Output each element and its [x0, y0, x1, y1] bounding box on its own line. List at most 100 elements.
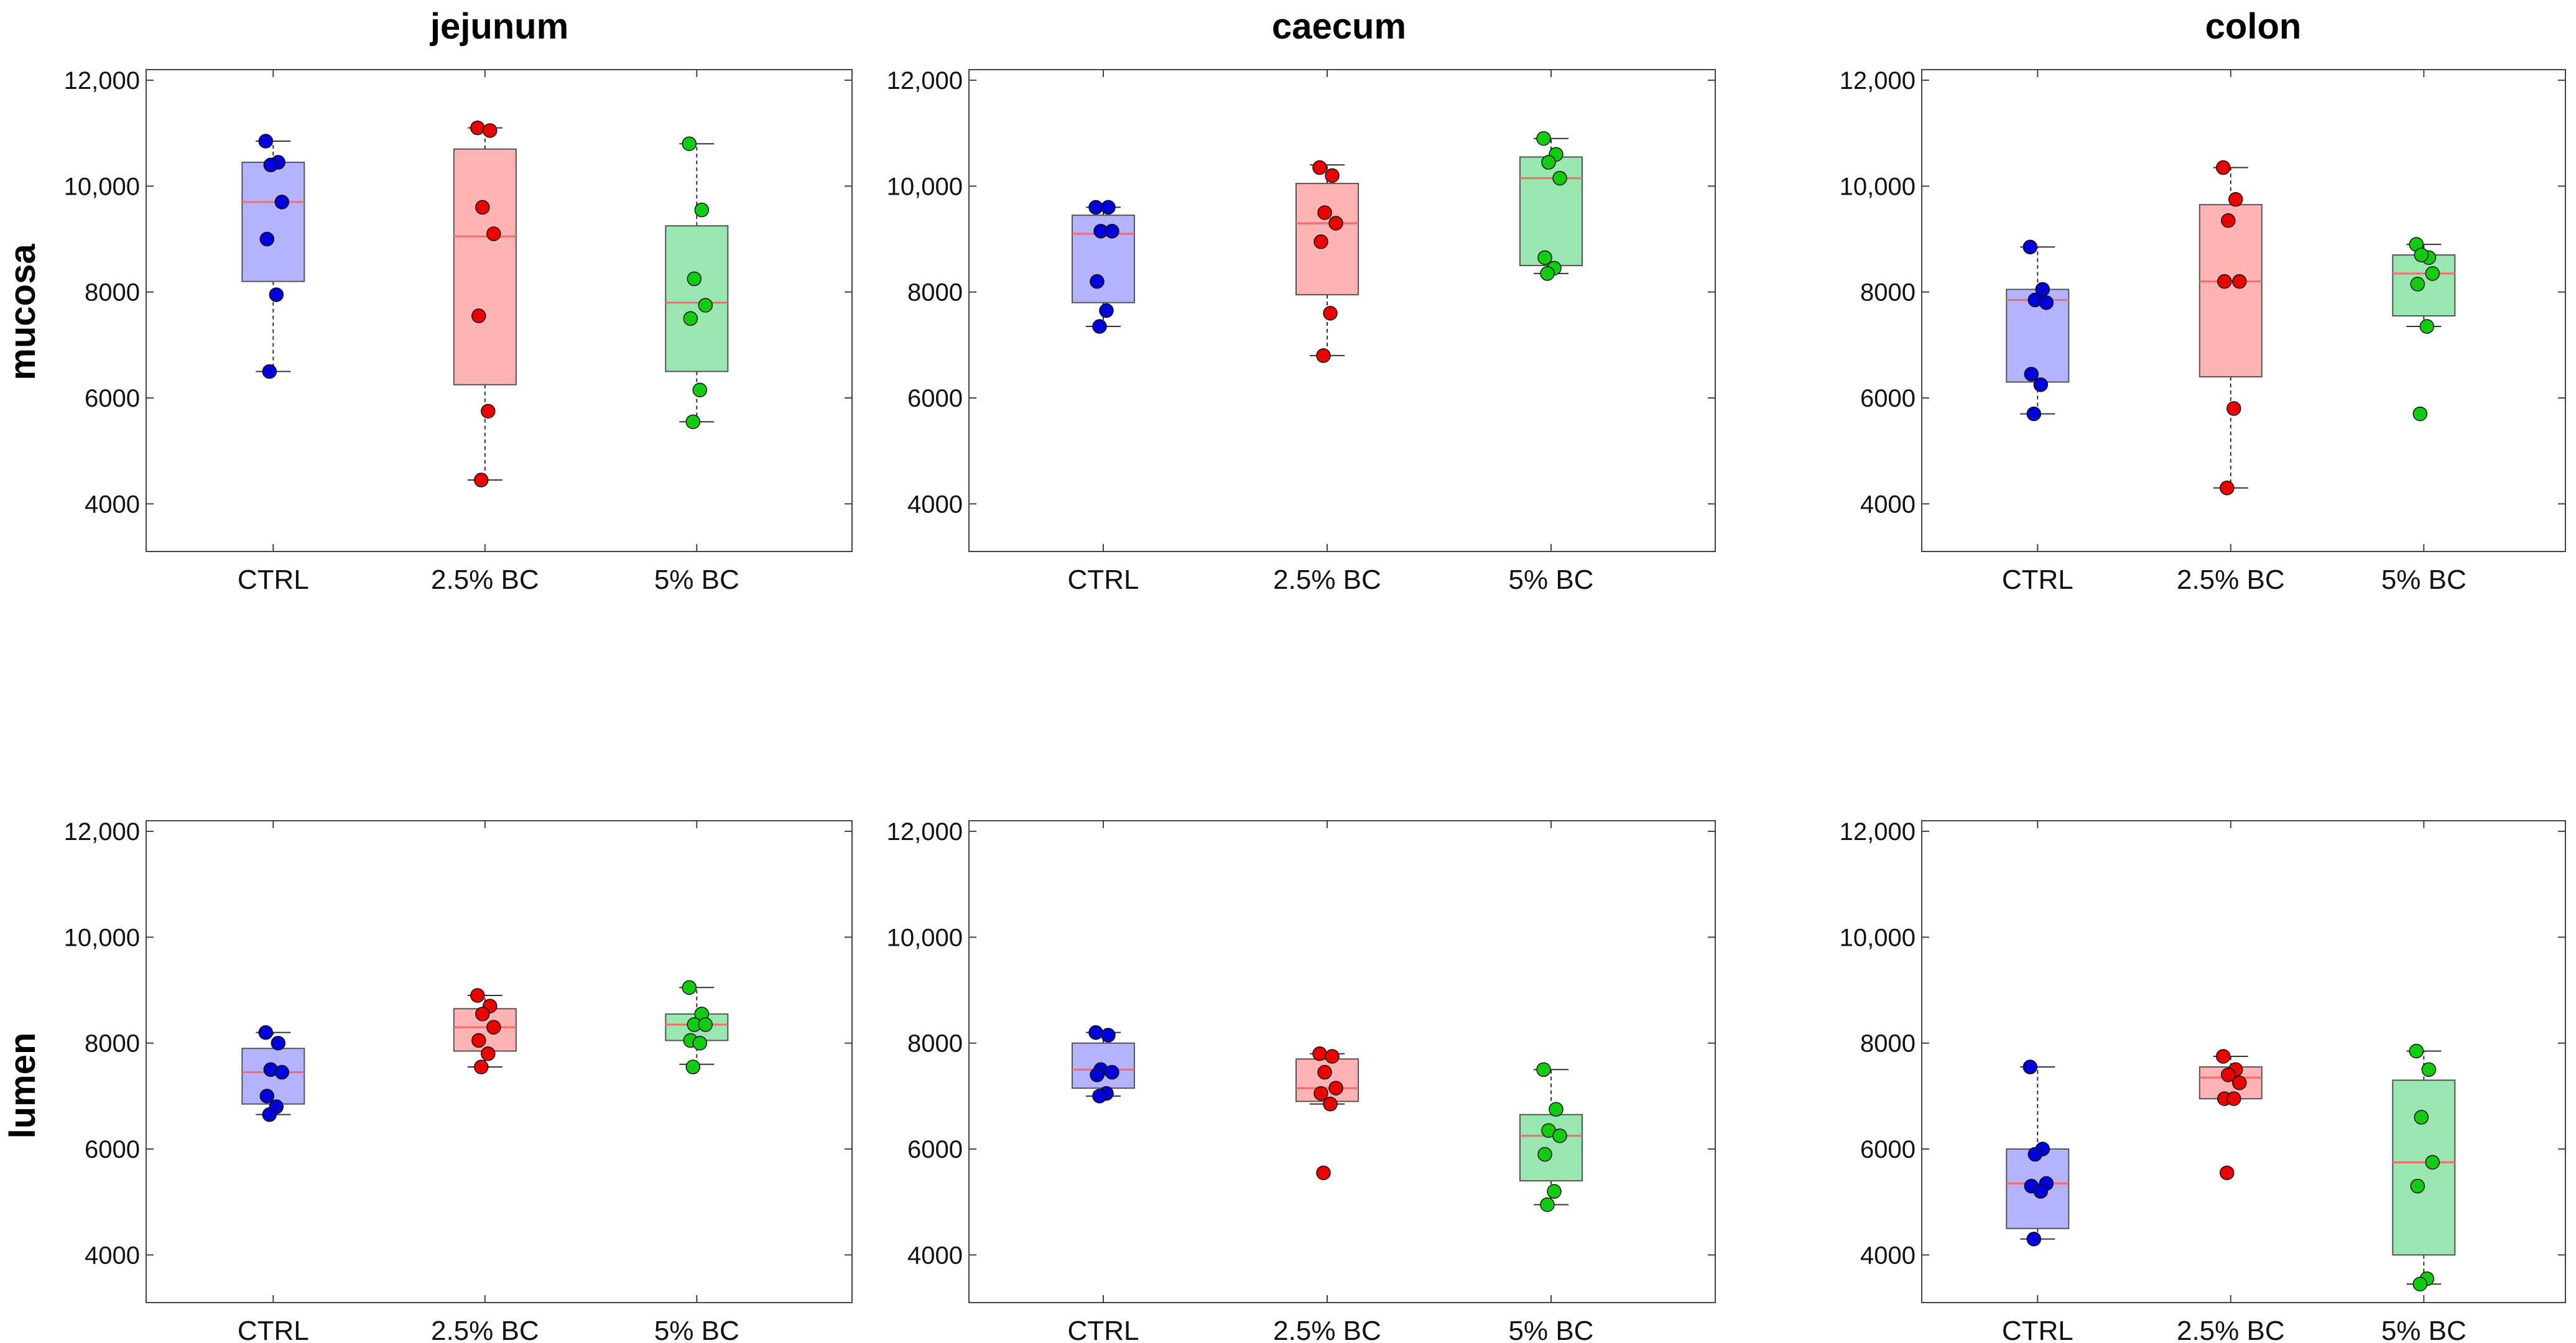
- data-point: [2412, 406, 2428, 422]
- panel-mucosa-jejunum: 4000 6000 8000 10,000 12,000 CTRL 2.5% BC 5% BC: [64, 67, 853, 595]
- data-point: [2410, 1178, 2425, 1194]
- data-point: [683, 311, 698, 326]
- data-point: [682, 980, 697, 995]
- data-point: [2039, 295, 2054, 310]
- iqr-box: [453, 148, 517, 385]
- panel-mucosa-caecum: 4000 6000 8000 10,000 12,000 CTRL 2.5% BC 5% BC: [887, 67, 1716, 595]
- data-point: [470, 120, 485, 136]
- data-point: [269, 287, 284, 302]
- data-point: [2226, 401, 2241, 416]
- data-point: [694, 202, 710, 218]
- data-point: [258, 134, 274, 149]
- data-point: [1547, 1184, 1562, 1199]
- data-point: [1101, 1028, 1116, 1043]
- y-tick-label: 8000: [85, 279, 140, 307]
- data-point: [2425, 1155, 2440, 1170]
- data-point: [1537, 1147, 1552, 1162]
- box-2-5-bc: [1295, 160, 1359, 363]
- box-ctrl: [241, 1025, 305, 1122]
- row-title-lumen: lumen: [2, 1033, 43, 1139]
- panel-lumen-colon: 4000 6000 8000 10,000 12,000 CTRL 2.5% BC 5% BC: [1840, 818, 2566, 1343]
- iqr-box: [2392, 1079, 2456, 1256]
- data-point: [698, 298, 713, 313]
- data-point: [1312, 1046, 1327, 1061]
- data-point: [685, 1059, 701, 1074]
- data-point: [1105, 224, 1119, 239]
- data-point: [483, 123, 498, 138]
- x-category-label: 2.5% BC: [1273, 565, 1381, 595]
- data-point: [1552, 1128, 1567, 1143]
- data-point: [2412, 1276, 2428, 1291]
- data-point: [2033, 377, 2049, 392]
- x-category-label: 2.5% BC: [2177, 1316, 2285, 1343]
- iqr-box: [1519, 156, 1583, 267]
- data-point: [1325, 168, 1340, 183]
- data-point: [481, 404, 496, 419]
- plot-frame: [968, 69, 1716, 552]
- x-category-label: 5% BC: [2381, 1316, 2467, 1343]
- box-ctrl: [2006, 239, 2070, 422]
- y-tick-label: 10,000: [64, 924, 140, 951]
- data-point: [2221, 1068, 2236, 1082]
- data-point: [258, 1025, 274, 1040]
- data-point: [1088, 1025, 1103, 1040]
- y-tick-label: 8000: [1860, 1030, 1916, 1058]
- row-title-mucosa: mucosa: [2, 244, 43, 381]
- data-point: [274, 1064, 290, 1080]
- box-2-5-bc: [453, 120, 517, 487]
- data-point: [1092, 319, 1107, 334]
- data-point: [1540, 1197, 1555, 1212]
- box-ctrl: [2006, 1059, 2070, 1247]
- data-point: [1099, 303, 1114, 318]
- box-5-bc: [1519, 131, 1583, 281]
- data-point: [2419, 319, 2435, 334]
- data-point: [1101, 200, 1116, 215]
- y-tick-label: 12,000: [1840, 818, 1916, 846]
- iqr-box: [2198, 204, 2263, 377]
- data-point: [1536, 131, 1551, 146]
- x-category-label: 2.5% BC: [1273, 1316, 1381, 1343]
- data-point: [1540, 266, 1555, 281]
- data-point: [481, 1046, 496, 1061]
- data-point: [259, 1089, 275, 1104]
- data-point: [274, 195, 290, 210]
- data-point: [470, 988, 485, 1003]
- y-tick-label: 8000: [85, 1030, 140, 1058]
- box-2-5-bc: [2198, 1049, 2263, 1181]
- data-point: [259, 231, 275, 247]
- y-tick-label: 10,000: [64, 173, 140, 200]
- data-point: [2410, 277, 2425, 292]
- data-point: [475, 200, 490, 215]
- data-point: [486, 1020, 501, 1035]
- box-2-5-bc: [1295, 1046, 1359, 1181]
- panel-lumen-jejunum: 4000 6000 8000 10,000 12,000 CTRL 2.5% BC 5% BC: [64, 818, 853, 1343]
- data-point: [1090, 274, 1105, 289]
- data-point: [262, 1107, 277, 1122]
- data-point: [692, 1035, 708, 1051]
- data-point: [2226, 1091, 2241, 1106]
- y-tick-label: 6000: [907, 385, 963, 412]
- y-tick-label: 8000: [907, 279, 963, 307]
- data-point: [2232, 1075, 2247, 1091]
- data-point: [471, 308, 486, 323]
- data-point: [1541, 155, 1556, 170]
- y-tick-label: 12,000: [887, 818, 963, 846]
- box-5-bc: [1519, 1062, 1583, 1212]
- data-point: [1537, 250, 1552, 265]
- data-point: [1088, 200, 1103, 215]
- data-point: [2425, 266, 2440, 281]
- y-tick-label: 8000: [1860, 279, 1916, 307]
- data-point: [2026, 1232, 2042, 1247]
- box-2-5-bc: [2198, 160, 2263, 496]
- data-point: [1105, 1064, 1119, 1080]
- x-category-label: 2.5% BC: [431, 1316, 539, 1343]
- data-point: [1323, 1096, 1338, 1112]
- data-point: [1549, 1102, 1564, 1117]
- panel-mucosa-colon: 4000 6000 8000 10,000 12,000 CTRL 2.5% BC 5% BC: [1840, 67, 2566, 595]
- data-point: [475, 1007, 490, 1022]
- x-category-label: 2.5% BC: [431, 565, 539, 595]
- data-point: [2221, 213, 2236, 228]
- data-point: [1092, 1089, 1107, 1104]
- x-category-label: CTRL: [2002, 1316, 2073, 1343]
- y-tick-label: 4000: [907, 1242, 963, 1269]
